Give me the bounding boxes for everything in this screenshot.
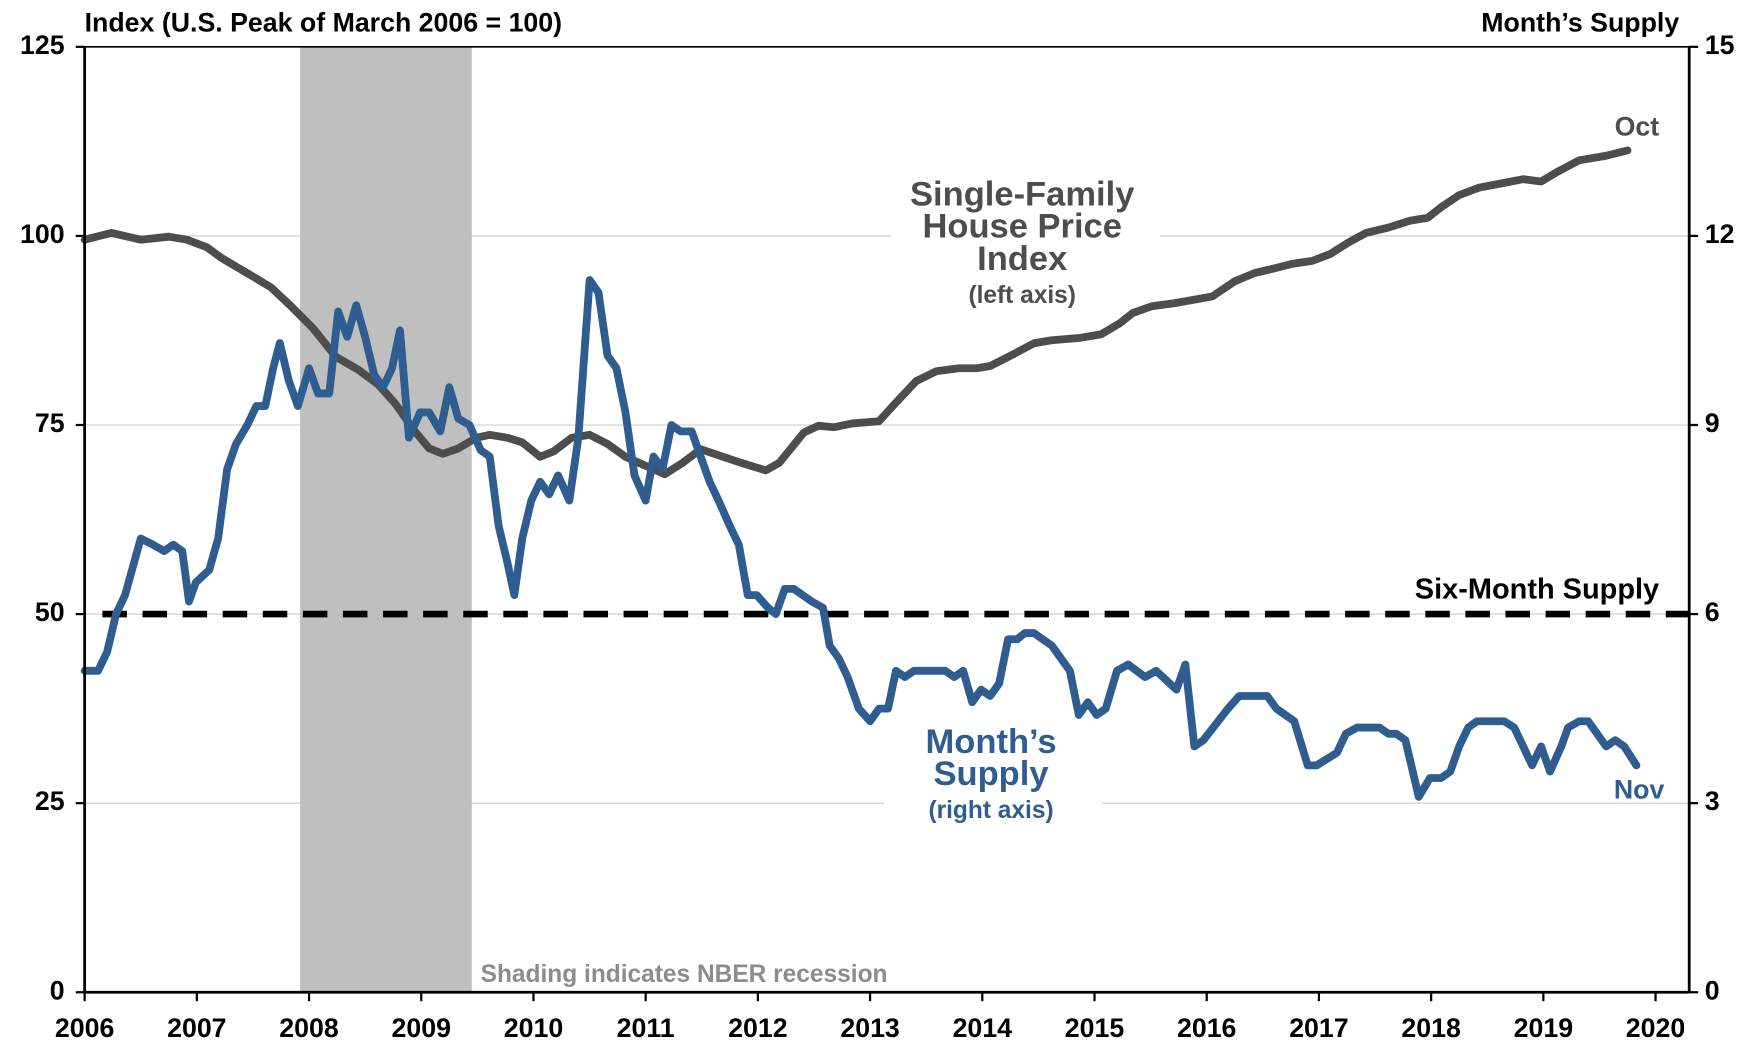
x-tick-label: 2008 — [279, 1013, 339, 1043]
y2-tick-label: 0 — [1705, 975, 1720, 1005]
x-tick-label: 2010 — [504, 1013, 563, 1043]
y2-axis-title: Month’s Supply — [1481, 8, 1679, 38]
series-label: Single-Family — [910, 175, 1135, 213]
series-note: (left axis) — [968, 282, 1075, 309]
y2-tick-label: 3 — [1705, 786, 1720, 816]
end-label: Oct — [1615, 111, 1660, 141]
series-label: House Price — [922, 208, 1121, 246]
recession-shading — [300, 46, 472, 993]
series-line — [80, 276, 1641, 801]
x-tick-label: 2012 — [728, 1013, 787, 1043]
y-tick-label: 0 — [50, 975, 65, 1005]
x-tick-label: 2017 — [1289, 1013, 1348, 1043]
x-tick-label: 2006 — [55, 1013, 114, 1043]
y2-tick-label: 12 — [1705, 219, 1735, 249]
series-label: Month’s — [926, 723, 1057, 761]
x-tick-label: 2018 — [1401, 1013, 1461, 1043]
x-tick-label: 2013 — [840, 1013, 899, 1043]
y-tick-label: 75 — [35, 408, 65, 438]
x-tick-label: 2016 — [1177, 1013, 1236, 1043]
x-tick-label: 2014 — [953, 1013, 1013, 1043]
y-tick-label: 50 — [35, 597, 65, 627]
shading-note: Shading indicates NBER recession — [481, 961, 888, 988]
reference-label: Six-Month Supply — [1415, 573, 1659, 605]
y-tick-label: 125 — [20, 30, 65, 60]
label-backing — [890, 169, 1161, 317]
x-tick-label: 2019 — [1514, 1013, 1573, 1043]
y-tick-label: 25 — [35, 786, 65, 816]
label-backing — [884, 717, 1103, 828]
x-tick-label: 2007 — [167, 1013, 226, 1043]
y2-tick-label: 6 — [1705, 597, 1720, 627]
series-note: (right axis) — [928, 797, 1053, 824]
y2-tick-label: 15 — [1705, 30, 1735, 60]
x-tick-label: 2015 — [1065, 1013, 1125, 1043]
x-tick-label: 2011 — [617, 1013, 675, 1043]
x-tick-label: 2020 — [1626, 1013, 1685, 1043]
series-label: Supply — [934, 755, 1050, 793]
y-tick-label: 100 — [20, 219, 65, 249]
y-axis-title: Index (U.S. Peak of March 2006 = 100) — [85, 8, 562, 38]
end-label: Nov — [1614, 775, 1665, 805]
x-tick-label: 2009 — [392, 1013, 451, 1043]
y2-tick-label: 9 — [1705, 408, 1720, 438]
series-label: Index — [977, 240, 1067, 278]
